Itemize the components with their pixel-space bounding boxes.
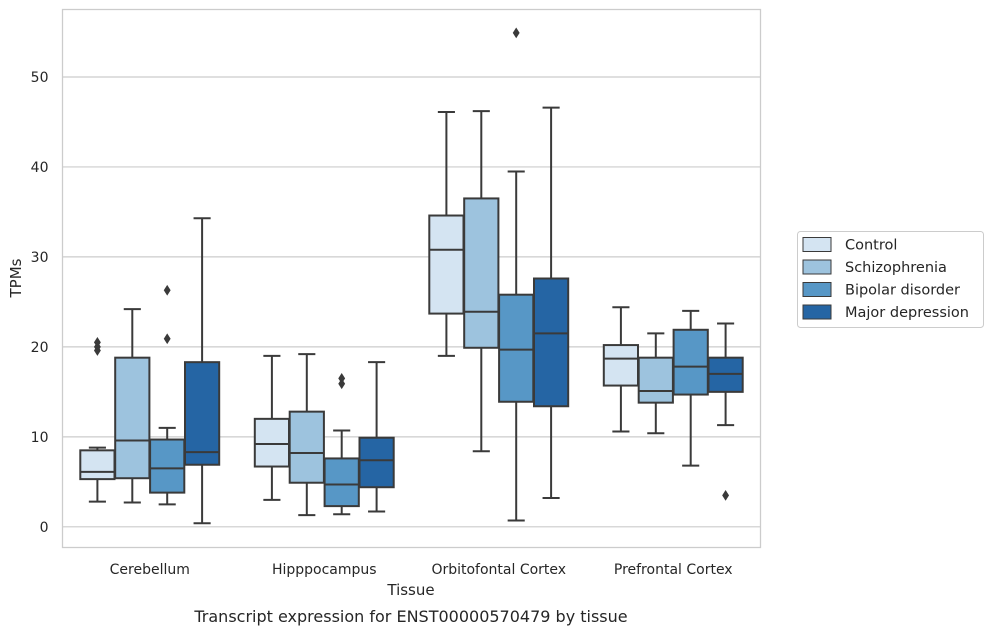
box-iqr — [637, 356, 674, 404]
y-tick-label: 30 — [31, 250, 49, 266]
x-tick-label: Prefrontal Cortex — [614, 562, 733, 578]
x-tick-label: Cerebellum — [110, 562, 190, 578]
box-major-depression-2 — [532, 106, 570, 500]
outlier-point — [512, 27, 520, 39]
legend-swatch — [802, 259, 832, 275]
box-iqr — [498, 293, 535, 403]
box-iqr — [602, 344, 640, 387]
outlier-point — [163, 284, 171, 296]
legend-swatch — [802, 237, 832, 252]
x-tick-labels: Cerebellum Hipppocampus Orbitofontal Corte… — [110, 562, 733, 578]
box-major-depression-0 — [183, 217, 221, 525]
y-tick-labels: 0 10 20 30 40 50 — [31, 70, 49, 536]
box-control-2 — [428, 111, 465, 357]
box-iqr — [428, 214, 465, 315]
x-tick-label: Hipppocampus — [272, 562, 377, 578]
box-schizophrenia-2 — [463, 110, 500, 453]
legend-label: Bipolar disorder — [845, 283, 960, 299]
box-schizophrenia-3 — [637, 332, 674, 435]
box-iqr — [183, 361, 221, 466]
box-iqr — [463, 197, 500, 349]
y-tick-label: 40 — [31, 160, 49, 176]
gridlines — [62, 76, 761, 528]
legend-swatch — [802, 304, 832, 320]
box-bipolar-disorder-2 — [498, 27, 535, 522]
box-major-depression-3 — [707, 322, 744, 501]
x-axis-label: Tissue — [386, 581, 434, 599]
box-series — [79, 27, 744, 525]
legend-label: Control — [845, 238, 897, 254]
box-schizophrenia-1 — [288, 353, 325, 517]
legend-swatch — [802, 282, 832, 297]
box-iqr — [532, 277, 570, 408]
chart-caption: Transcript expression for ENST0000057047… — [193, 607, 627, 626]
box-iqr — [253, 417, 291, 468]
outlier-point — [163, 333, 171, 345]
box-bipolar-disorder-3 — [672, 309, 709, 467]
plot-frame — [61, 8, 762, 549]
box-iqr — [288, 410, 325, 484]
x-tick-label: Orbitofontal Cortex — [431, 562, 566, 578]
box-schizophrenia-0 — [114, 308, 151, 504]
y-axis-label: TPMs — [7, 258, 25, 298]
outlier-point — [338, 378, 346, 390]
box-iqr — [323, 457, 360, 508]
outlier-point — [338, 372, 346, 384]
box-major-depression-1 — [358, 361, 395, 513]
outlier-point — [93, 337, 101, 348]
box-iqr — [672, 328, 709, 396]
legend: Control Schizophrenia Bipolar disorder Majo… — [797, 231, 984, 328]
y-tick-label: 10 — [31, 430, 49, 446]
box-control-1 — [253, 354, 291, 501]
box-iqr — [79, 449, 116, 481]
legend-label: Major depression — [845, 305, 969, 321]
y-tick-label: 20 — [31, 340, 49, 356]
box-bipolar-disorder-0 — [149, 284, 186, 506]
y-tick-label: 0 — [40, 520, 49, 536]
box-iqr — [149, 438, 186, 494]
outlier-point — [722, 489, 730, 501]
box-iqr — [114, 356, 151, 480]
legend-frame — [797, 231, 984, 328]
y-tick-label: 50 — [31, 70, 49, 86]
box-iqr — [358, 436, 395, 489]
legend-label: Schizophrenia — [845, 260, 947, 276]
